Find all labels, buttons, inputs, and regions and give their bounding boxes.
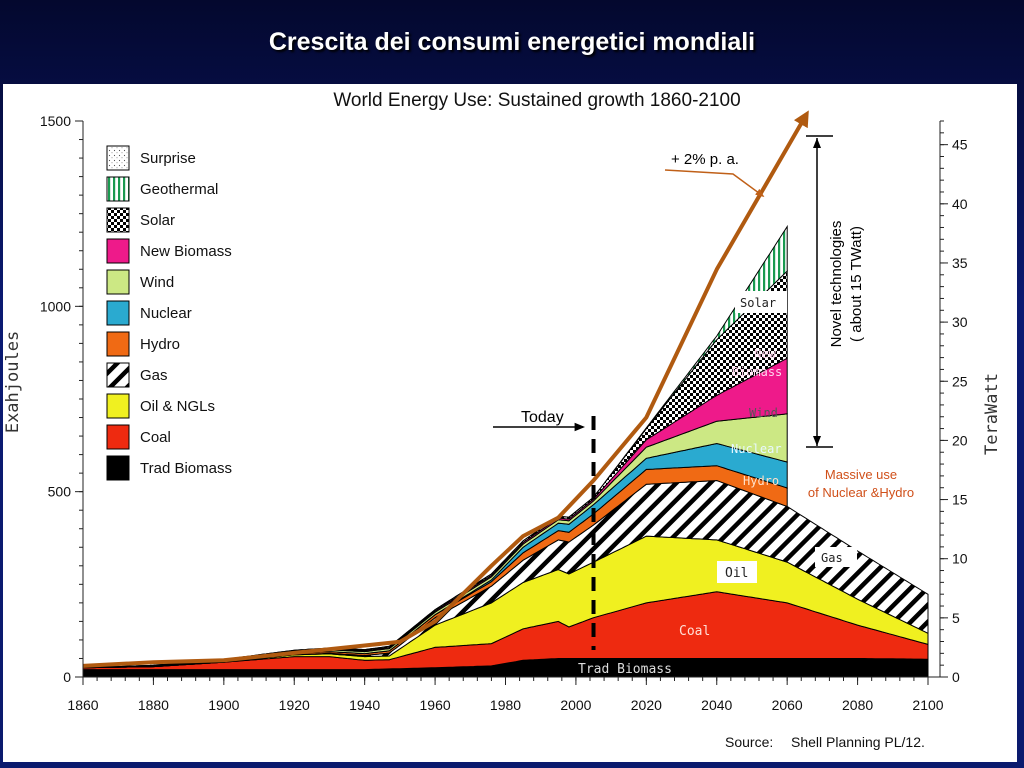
- y2-tick-label: 35: [952, 255, 968, 271]
- legend-swatch: [106, 455, 130, 481]
- legend-label: Wind: [140, 274, 174, 291]
- today-marker: Today: [493, 409, 596, 650]
- legend-label: Geothermal: [140, 181, 218, 198]
- x-tick-label: 1940: [349, 697, 380, 713]
- legend-swatch: [106, 424, 130, 450]
- y2-tick-label: 5: [952, 610, 960, 626]
- legend: Surprise Geothermal Solar New Biomass Wind Nu…: [106, 145, 232, 481]
- legend-label: Hydro: [140, 336, 180, 353]
- legend-swatch: [106, 238, 130, 264]
- slide-title: Crescita dei consumi energetici mondiali: [268, 28, 756, 56]
- y2-tick-label: 0: [952, 669, 960, 685]
- novel-technologies-bracket: Novel technologies ( about 15 TWatt): [806, 135, 865, 448]
- legend-label: New Biomass: [140, 243, 232, 260]
- y2-tick-label: 10: [952, 551, 968, 567]
- label-solar: Solar: [740, 296, 776, 310]
- massive-label-2: of Nuclear &Hydro: [808, 485, 914, 500]
- massive-use-annotation: Massive use of Nuclear &Hydro: [808, 467, 914, 500]
- legend-item-trad-biomass: Trad Biomass: [106, 455, 232, 481]
- x-tick-label: 2020: [631, 697, 662, 713]
- chart-panel: World Energy Use: Sustained growth 1860-…: [3, 84, 1017, 762]
- y2-axis-label: TeraWatt: [982, 373, 1002, 455]
- y-tick-label: 1500: [40, 113, 71, 129]
- legend-swatch: [106, 331, 130, 357]
- novel-label-2: ( about 15 TWatt): [848, 226, 865, 342]
- massive-label-1: Massive use: [825, 467, 897, 482]
- today-label: Today: [521, 409, 564, 426]
- label-nuclear: Nuclear: [731, 442, 782, 456]
- legend-swatch: [106, 176, 130, 202]
- y2-tick-label: 20: [952, 432, 968, 448]
- label-new-biomass-1: New: [754, 347, 776, 361]
- legend-item-wind: Wind: [106, 269, 174, 295]
- source-prefix: Source:: [725, 734, 773, 750]
- x-tick-label: 2040: [701, 697, 732, 713]
- x-tick-label: 1880: [138, 697, 169, 713]
- label-oil: Oil: [725, 566, 748, 581]
- legend-item-geothermal: Geothermal: [106, 176, 218, 202]
- legend-swatch: [106, 300, 130, 326]
- legend-item-oil-ngls: Oil & NGLs: [106, 393, 215, 419]
- legend-swatch: [106, 207, 130, 233]
- x-tick-label: 1900: [208, 697, 239, 713]
- x-tick-label: 1980: [490, 697, 521, 713]
- legend-item-coal: Coal: [106, 424, 171, 450]
- legend-label: Nuclear: [140, 305, 192, 322]
- y-tick-label: 1000: [40, 298, 71, 314]
- y-axis-label: Exahjoules: [3, 331, 23, 433]
- label-wind: Wind: [749, 406, 778, 420]
- y2-tick-label: 25: [952, 373, 968, 389]
- legend-item-nuclear: Nuclear: [106, 300, 192, 326]
- x-tick-label: 2060: [772, 697, 803, 713]
- legend-swatch: [106, 362, 130, 388]
- x-tick-label: 2000: [560, 697, 591, 713]
- growth-curve: [82, 110, 809, 668]
- x-tick-label: 1920: [279, 697, 310, 713]
- growth-line: [82, 110, 809, 668]
- novel-label-1: Novel technologies: [828, 221, 845, 348]
- x-tick-label: 1860: [67, 697, 98, 713]
- legend-label: Surprise: [140, 150, 196, 167]
- x-tick-label: 2100: [912, 697, 943, 713]
- legend-item-solar: Solar: [106, 207, 175, 233]
- legend-label: Coal: [140, 429, 171, 446]
- label-trad-biomass: Trad Biomass: [578, 662, 672, 677]
- axes: 1860 1880 1900 1920 1940 1960 1980 2000 2020 2040…: [40, 113, 968, 713]
- label-coal: Coal: [679, 624, 710, 639]
- y-tick-label: 0: [63, 669, 71, 685]
- label-hydro: Hydro: [743, 474, 779, 488]
- legend-item-hydro: Hydro: [106, 331, 180, 357]
- y2-tick-label: 15: [952, 492, 968, 508]
- growth-annotation: + 2% p. a.: [664, 151, 765, 198]
- y2-tick-label: 30: [952, 314, 968, 330]
- legend-label: Trad Biomass: [140, 460, 232, 477]
- x-tick-label: 1960: [420, 697, 451, 713]
- legend-item-gas: Gas: [106, 362, 168, 388]
- legend-item-new-biomass: New Biomass: [106, 238, 232, 264]
- source-note: Source: Shell Planning PL/12.: [725, 734, 925, 750]
- x-tick-label: 2080: [842, 697, 873, 713]
- y2-tick-label: 45: [952, 137, 968, 153]
- area-labels: Solar New Biomass Wind Nuclear Hydro Gas…: [578, 291, 857, 677]
- growth-label: + 2% p. a.: [671, 151, 739, 168]
- y2-tick-label: 40: [952, 196, 968, 212]
- legend-swatch: [106, 393, 130, 419]
- label-gas: Gas: [821, 551, 843, 565]
- legend-item-surprise: Surprise: [106, 145, 196, 171]
- legend-label: Gas: [140, 367, 168, 384]
- legend-swatch: [106, 145, 130, 171]
- stacked-areas: [82, 224, 929, 678]
- legend-label: Solar: [140, 212, 175, 229]
- energy-chart: World Energy Use: Sustained growth 1860-…: [3, 90, 1002, 750]
- y-tick-label: 500: [48, 484, 72, 500]
- chart-title: World Energy Use: Sustained growth 1860-…: [333, 90, 740, 111]
- source-label: Shell Planning PL/12.: [791, 734, 925, 750]
- label-new-biomass-2: Biomass: [732, 365, 783, 379]
- legend-swatch: [106, 269, 130, 295]
- legend-label: Oil & NGLs: [140, 398, 215, 415]
